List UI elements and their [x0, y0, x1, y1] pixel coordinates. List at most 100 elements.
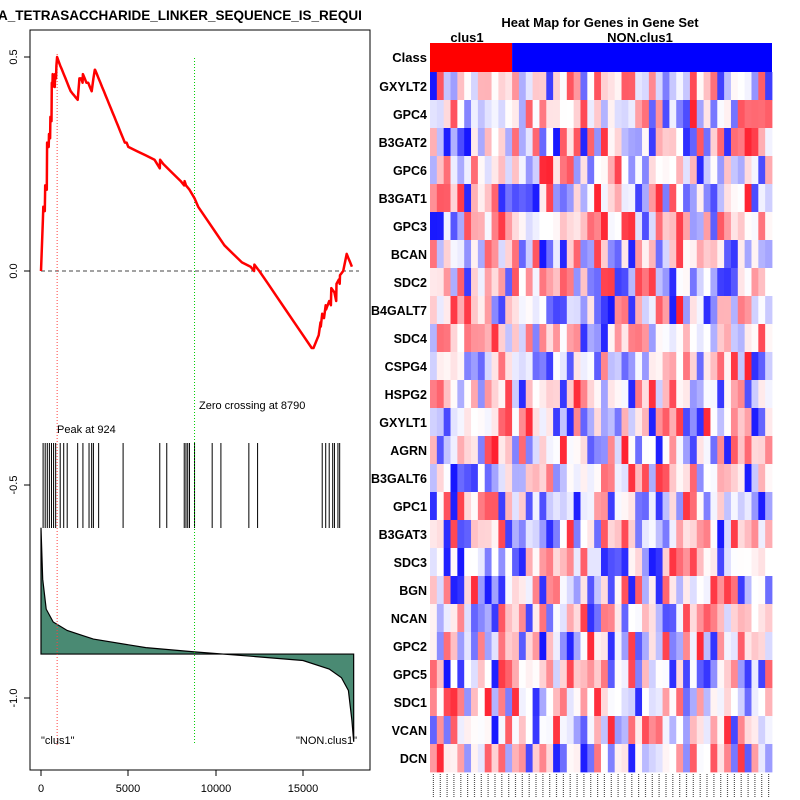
- heatmap-cell: [436, 380, 445, 409]
- heatmap-cell: [430, 156, 438, 185]
- heatmap-cell: [553, 660, 561, 689]
- gene-row-label: B3GAT3: [379, 528, 427, 542]
- heatmap-cell: [573, 240, 581, 269]
- heatmap-cell: [539, 352, 547, 381]
- heatmap-cell: [471, 744, 479, 773]
- heatmap-cell: [553, 296, 561, 325]
- heatmap-cell: [450, 520, 458, 549]
- heatmap-cell: [614, 520, 622, 549]
- heatmap-cell: [669, 632, 677, 661]
- heatmap-cell: [724, 632, 732, 661]
- heatmap-cell: [484, 156, 492, 185]
- heatmap-cell: [491, 72, 499, 101]
- heatmap-cell: [655, 632, 663, 661]
- heatmap-cell: [628, 324, 636, 353]
- heatmap-cell: [566, 576, 575, 605]
- heatmap-cell: [594, 380, 602, 409]
- heatmap-cell: [689, 324, 698, 353]
- heatmap-cell: [724, 744, 732, 773]
- heatmap-cell: [703, 576, 711, 605]
- heatmap-cell: [642, 72, 650, 101]
- heatmap-cell: [662, 156, 670, 185]
- heatmap-cell: [484, 408, 492, 437]
- heatmap-cell: [730, 660, 739, 689]
- heatmap-cell: [744, 688, 752, 717]
- heatmap-cell: [587, 212, 595, 241]
- heatmap-cell: [737, 744, 746, 773]
- heatmap-cell: [539, 240, 547, 269]
- heatmap-cell: [580, 548, 588, 577]
- heatmap-cell: [635, 492, 643, 521]
- heatmap-cell: [737, 520, 746, 549]
- heatmap-cell: [635, 408, 643, 437]
- heatmap-cell: [471, 660, 479, 689]
- heatmap-cell: [580, 212, 588, 241]
- heatmap-cell: [628, 212, 636, 241]
- heatmap-cell: [464, 688, 472, 717]
- heatmap-cell: [573, 128, 581, 157]
- heatmap-cell: [628, 632, 636, 661]
- heatmap-cell: [450, 548, 458, 577]
- heatmap-cell: [628, 268, 636, 297]
- heatmap-cell: [635, 380, 643, 409]
- gene-row-label: GXYLT1: [379, 416, 427, 430]
- heatmap-cell: [573, 184, 581, 213]
- heatmap-cell: [484, 324, 492, 353]
- heatmap-cell: [737, 632, 746, 661]
- heatmap-cell: [532, 324, 540, 353]
- heatmap-cell: [484, 520, 492, 549]
- heatmap-cell: [430, 212, 438, 241]
- heatmap-cell: [553, 212, 561, 241]
- heatmap-cell: [457, 100, 465, 129]
- heatmap-cell: [532, 604, 540, 633]
- heatmap-cell: [491, 688, 499, 717]
- heatmap-cell: [518, 184, 527, 213]
- heatmap-cell: [621, 492, 629, 521]
- heatmap-cell: [717, 744, 725, 773]
- heatmap-cell: [553, 408, 561, 437]
- heatmap-cell: [696, 352, 704, 381]
- heatmap-cell: [710, 324, 718, 353]
- heatmap-cell: [498, 604, 506, 633]
- heatmap-cell: [689, 436, 698, 465]
- heatmap-cell: [642, 688, 650, 717]
- heatmap-cell: [601, 632, 609, 661]
- heatmap-cell: [744, 380, 752, 409]
- heatmap-cell: [689, 492, 698, 521]
- heatmap-cell: [430, 604, 438, 633]
- heatmap-cell: [587, 72, 595, 101]
- heatmap-cell: [730, 492, 739, 521]
- heatmap-cell: [758, 72, 766, 101]
- heatmap-cell: [553, 380, 561, 409]
- heatmap-cell: [751, 212, 759, 241]
- heatmap-cell: [464, 744, 472, 773]
- heatmap-cell: [457, 436, 465, 465]
- heatmap-cell: [758, 716, 766, 745]
- heatmap-cell: [744, 576, 752, 605]
- heatmap-cell: [457, 520, 465, 549]
- heatmap-cell: [498, 212, 506, 241]
- heatmap-cell: [730, 128, 739, 157]
- heatmap-cell: [498, 352, 506, 381]
- heatmap-cell: [614, 632, 622, 661]
- heatmap-cell: [648, 436, 657, 465]
- heatmap-cell: [758, 492, 766, 521]
- heatmap-cell: [484, 492, 492, 521]
- heatmap-cell: [594, 184, 602, 213]
- gene-heatmap: Heat Map for Genes in Gene Set clus1 NON…: [371, 15, 773, 798]
- y-axis: 0.5 0.0 -0.5 -1.0: [8, 49, 31, 707]
- heatmap-cell: [696, 520, 704, 549]
- heatmap-cell: [703, 408, 711, 437]
- heatmap-cell: [710, 604, 718, 633]
- heatmap-cell: [436, 212, 445, 241]
- heatmap-cell: [518, 632, 527, 661]
- heatmap-cell: [573, 492, 581, 521]
- heatmap-cell: [669, 548, 677, 577]
- heatmap-cell: [594, 632, 602, 661]
- heatmap-cell: [484, 72, 492, 101]
- heatmap-cell: [655, 716, 663, 745]
- heatmap-cell: [744, 212, 752, 241]
- heatmap-cell: [580, 408, 588, 437]
- heatmap-cell: [525, 408, 533, 437]
- heatmap-cell: [553, 716, 561, 745]
